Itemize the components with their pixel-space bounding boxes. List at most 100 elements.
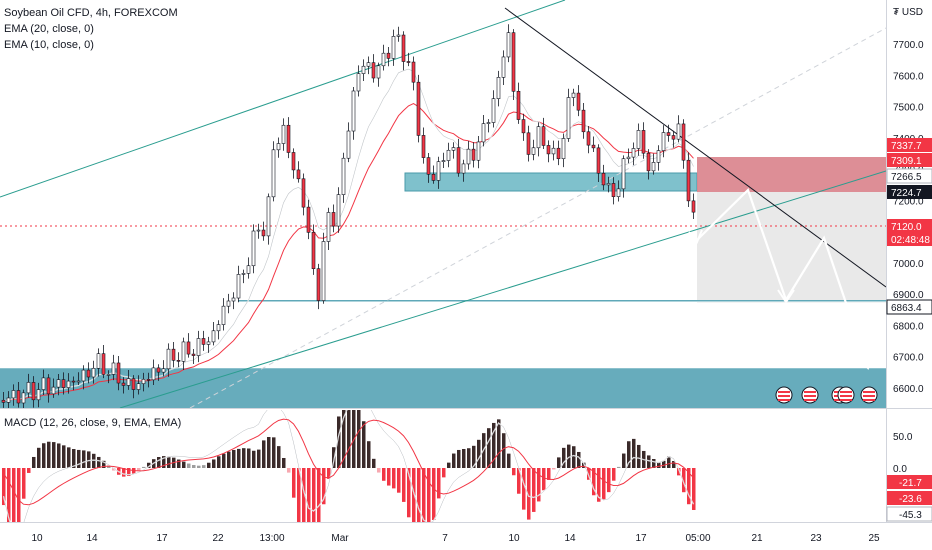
candle-body[interactable]: [461, 163, 466, 174]
candle-body[interactable]: [66, 380, 71, 388]
candle-body[interactable]: [426, 157, 431, 175]
candle-body[interactable]: [466, 148, 471, 165]
candle-body[interactable]: [621, 158, 626, 190]
candle-body[interactable]: [691, 200, 696, 213]
candle-body[interactable]: [116, 362, 121, 384]
candle-body[interactable]: [681, 123, 686, 161]
candle-body[interactable]: [486, 122, 491, 124]
candle-body[interactable]: [196, 338, 201, 356]
channel-mid-line[interactable]: [189, 27, 886, 408]
candle-body[interactable]: [111, 362, 116, 375]
candle-body[interactable]: [541, 126, 546, 146]
candle-body[interactable]: [361, 65, 366, 74]
candle-body[interactable]: [646, 152, 651, 172]
candle-body[interactable]: [436, 161, 441, 181]
candle-body[interactable]: [401, 34, 406, 62]
candle-body[interactable]: [166, 348, 171, 370]
candle-body[interactable]: [496, 77, 501, 99]
candle-body[interactable]: [441, 160, 446, 162]
candle-body[interactable]: [211, 330, 216, 343]
candle-body[interactable]: [56, 379, 61, 388]
us-flag-icon[interactable]: [860, 386, 878, 404]
candle-body[interactable]: [126, 378, 131, 386]
candle-body[interactable]: [141, 378, 146, 384]
support-zone[interactable]: [404, 172, 698, 192]
candle-body[interactable]: [291, 152, 296, 171]
candle-body[interactable]: [136, 383, 141, 390]
candle-body[interactable]: [391, 36, 396, 59]
candle-body[interactable]: [46, 377, 51, 395]
candle-body[interactable]: [671, 135, 676, 140]
candle-body[interactable]: [306, 206, 311, 233]
candle-body[interactable]: [471, 148, 476, 161]
candle-body[interactable]: [366, 62, 371, 67]
candle-body[interactable]: [651, 162, 656, 172]
candle-body[interactable]: [481, 123, 486, 143]
candle-body[interactable]: [86, 369, 91, 378]
candle-body[interactable]: [581, 109, 586, 133]
candle-body[interactable]: [476, 141, 481, 161]
candle-body[interactable]: [456, 147, 461, 174]
candle-body[interactable]: [221, 305, 226, 325]
candle-body[interactable]: [511, 32, 516, 92]
candle-body[interactable]: [626, 156, 631, 160]
candle-body[interactable]: [91, 367, 96, 378]
lower-demand-zone[interactable]: [0, 367, 886, 408]
candle-body[interactable]: [431, 173, 436, 181]
candle-body[interactable]: [376, 65, 381, 79]
candle-body[interactable]: [636, 130, 641, 149]
candle-body[interactable]: [416, 81, 421, 136]
candle-body[interactable]: [656, 150, 661, 163]
candle-body[interactable]: [676, 123, 681, 140]
candle-body[interactable]: [226, 300, 231, 307]
candle-body[interactable]: [641, 130, 646, 154]
legend-macd[interactable]: MACD (12, 26, close, 9, EMA, EMA): [4, 417, 182, 429]
candle-body[interactable]: [311, 232, 316, 269]
candle-body[interactable]: [526, 132, 531, 155]
candle-body[interactable]: [421, 135, 426, 158]
candle-body[interactable]: [351, 90, 356, 132]
candle-body[interactable]: [76, 380, 81, 383]
candle-body[interactable]: [381, 52, 386, 67]
candle-body[interactable]: [686, 159, 691, 202]
us-flag-icon[interactable]: [775, 386, 793, 404]
candle-body[interactable]: [261, 229, 266, 237]
candle-body[interactable]: [301, 178, 306, 208]
candle-body[interactable]: [216, 324, 221, 332]
candle-body[interactable]: [106, 374, 111, 376]
candle-body[interactable]: [316, 268, 321, 301]
candle-body[interactable]: [611, 183, 616, 197]
candle-body[interactable]: [131, 378, 136, 390]
candle-body[interactable]: [326, 212, 331, 242]
candle-body[interactable]: [96, 353, 101, 369]
candle-body[interactable]: [181, 341, 186, 362]
candle-body[interactable]: [156, 367, 161, 373]
candle-body[interactable]: [536, 126, 541, 149]
candle-body[interactable]: [21, 392, 26, 404]
candle-body[interactable]: [36, 389, 41, 401]
candle-body[interactable]: [286, 124, 291, 153]
candle-body[interactable]: [271, 149, 276, 198]
candle-body[interactable]: [531, 147, 536, 155]
candle-body[interactable]: [521, 119, 526, 134]
candle-body[interactable]: [251, 230, 256, 267]
us-flag-icon[interactable]: [801, 386, 819, 404]
channel-lower-line[interactable]: [119, 170, 886, 408]
candle-body[interactable]: [491, 98, 496, 123]
candle-body[interactable]: [16, 390, 21, 404]
candle-body[interactable]: [256, 229, 261, 232]
resistance-zone[interactable]: [697, 157, 886, 192]
candle-body[interactable]: [236, 274, 241, 299]
candle-body[interactable]: [186, 341, 191, 355]
candle-body[interactable]: [41, 377, 46, 390]
candle-body[interactable]: [601, 172, 606, 186]
candle-body[interactable]: [576, 92, 581, 111]
projection-path[interactable]: [696, 187, 870, 369]
candle-body[interactable]: [191, 353, 196, 356]
candle-body[interactable]: [451, 147, 456, 151]
candle-body[interactable]: [161, 368, 166, 373]
candle-body[interactable]: [516, 90, 521, 120]
candle-body[interactable]: [266, 196, 271, 237]
time-axis[interactable]: 10 14 17 22 13:00 Mar 7 10 14 17 05:00 21 23 25: [31, 533, 880, 544]
candle-body[interactable]: [356, 73, 361, 92]
